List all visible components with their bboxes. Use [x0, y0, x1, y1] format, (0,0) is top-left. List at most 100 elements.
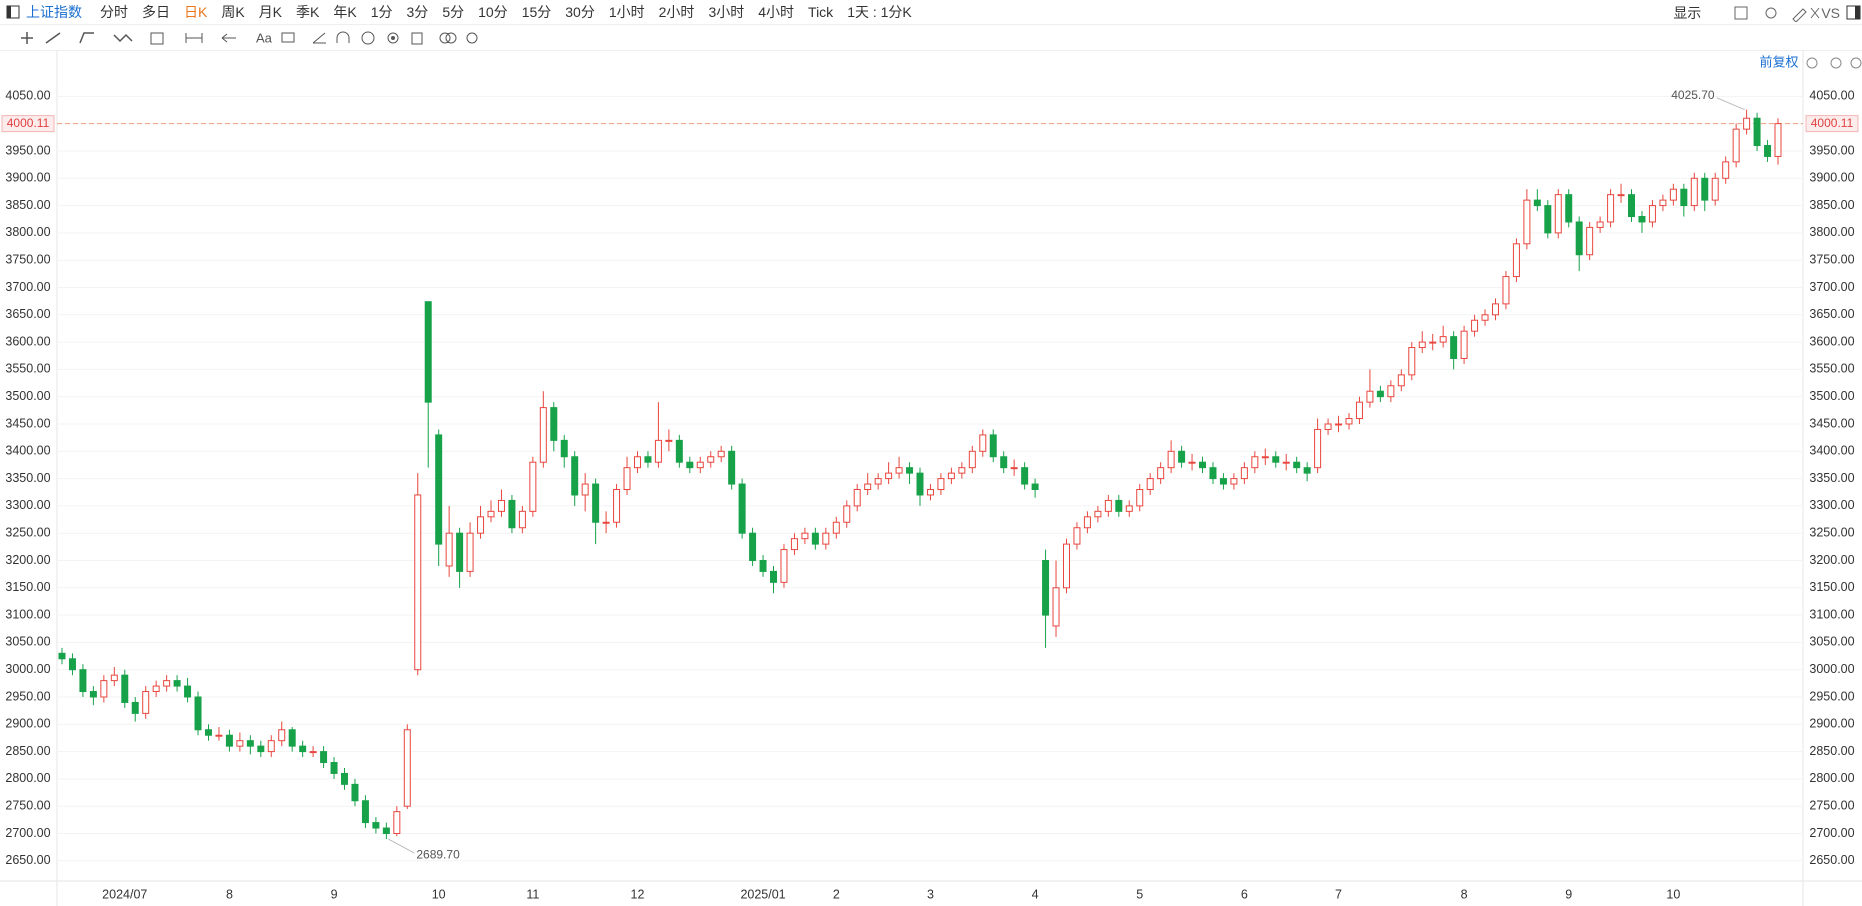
candle-body: [435, 434, 443, 545]
candle-body: [958, 467, 966, 474]
candle-body: [780, 549, 788, 583]
high-label: 4025.70: [1671, 88, 1715, 102]
candle-body: [309, 751, 317, 754]
period[interactable]: 30分: [565, 4, 595, 20]
y-tick-label: 3850.00: [5, 198, 50, 212]
candle-body: [1062, 543, 1070, 589]
y2-tick-label: 4050.00: [1809, 89, 1854, 103]
period-active[interactable]: 日K: [184, 4, 208, 20]
y-tick-label: 3800.00: [5, 225, 50, 239]
candle-body: [142, 691, 150, 714]
y-tick-label: 3700.00: [5, 280, 50, 294]
candle-body: [1272, 456, 1280, 463]
high-marker: [1716, 97, 1745, 111]
candle-body: [1178, 450, 1186, 463]
zoom-icon[interactable]: [1830, 57, 1842, 69]
drawing-tools[interactable]: Aa: [0, 25, 520, 51]
y2-tick-label: 2700.00: [1809, 826, 1854, 840]
period[interactable]: 5分: [442, 4, 465, 20]
candle-body: [424, 301, 432, 403]
x-tick-label: 2: [833, 887, 840, 901]
y2-tick-label: 3050.00: [1809, 635, 1854, 649]
candle-body: [550, 407, 558, 441]
font-tool[interactable]: Aa: [256, 30, 273, 45]
period[interactable]: 15分: [521, 4, 552, 20]
candle-body: [665, 439, 673, 442]
candle-body: [393, 811, 401, 834]
candle-body: [968, 450, 976, 469]
candle-body: [236, 740, 244, 747]
period[interactable]: 1天 : 1分K: [847, 4, 912, 20]
last-price-label: 4000.11: [7, 116, 50, 130]
candle-body: [1481, 314, 1489, 321]
y2-tick-label: 3250.00: [1809, 525, 1854, 539]
candle-body: [518, 510, 526, 529]
candle-body: [1031, 483, 1039, 491]
low-label: 2689.70: [416, 847, 460, 861]
candle-body: [173, 680, 181, 687]
y-tick-label: 3150.00: [5, 580, 50, 594]
candle-body: [1722, 161, 1730, 179]
candle-body: [1345, 418, 1353, 425]
period[interactable]: Tick: [808, 4, 834, 20]
candle-body: [121, 674, 129, 703]
period[interactable]: 4小时: [758, 4, 795, 20]
period[interactable]: 2小时: [658, 4, 695, 20]
candle-body: [299, 745, 307, 753]
period[interactable]: 周K: [221, 4, 245, 20]
y-tick-label: 3900.00: [5, 171, 50, 185]
x-tick-label: 8: [226, 887, 233, 901]
candle-body: [738, 483, 746, 534]
period[interactable]: 3分: [406, 4, 429, 20]
period[interactable]: 季K: [296, 4, 320, 20]
y2-tick-label: 3700.00: [1809, 280, 1854, 294]
vs-button[interactable]: VS: [1821, 4, 1840, 21]
y2-tick-label: 3900.00: [1809, 171, 1854, 185]
period[interactable]: 1小时: [608, 4, 645, 20]
candle-body: [508, 499, 516, 529]
panel-icon[interactable]: [1846, 5, 1862, 21]
candle-body: [1094, 510, 1102, 518]
period[interactable]: 年K: [333, 4, 357, 20]
period[interactable]: 月K: [258, 4, 283, 20]
period[interactable]: 1分: [370, 4, 393, 20]
last-price-label: 4000.11: [1811, 116, 1854, 130]
last-price-box: [1805, 115, 1859, 133]
candle-body: [895, 467, 903, 474]
zoom-icon[interactable]: [1850, 57, 1862, 69]
layout-icon[interactable]: [6, 5, 20, 19]
tool-icons[interactable]: [1731, 4, 1821, 22]
candle-body: [1230, 478, 1238, 485]
y-tick-label: 3350.00: [5, 471, 50, 485]
y2-tick-label: 3600.00: [1809, 334, 1854, 348]
y2-tick-label: 3350.00: [1809, 471, 1854, 485]
candle-body: [832, 521, 840, 534]
toolbar-right: 显示 VS: [1673, 0, 1862, 25]
candle-body: [1219, 478, 1227, 485]
candle-body: [1502, 276, 1510, 305]
candle-body: [497, 499, 505, 512]
period[interactable]: 10分: [478, 4, 508, 20]
period[interactable]: 3小时: [708, 4, 745, 20]
symbol[interactable]: 上证指数: [26, 4, 82, 20]
period[interactable]: 分时: [100, 4, 128, 20]
candle-body: [979, 434, 987, 452]
candle-body: [1460, 330, 1468, 359]
candle-body: [717, 450, 725, 458]
x-tick-label: 4: [1032, 887, 1039, 901]
y-tick-label: 3550.00: [5, 362, 50, 376]
candle-body: [1167, 450, 1175, 469]
display-menu[interactable]: 显示: [1673, 4, 1702, 21]
y2-tick-label: 2800.00: [1809, 771, 1854, 785]
candle-body: [749, 532, 757, 561]
candle-body: [843, 505, 851, 523]
zoom-icon[interactable]: [1806, 57, 1818, 69]
candle-body: [633, 456, 641, 469]
period[interactable]: 多日: [142, 4, 170, 20]
candle-body: [759, 559, 767, 572]
candle-body: [770, 570, 778, 583]
candle-body: [1136, 489, 1144, 507]
y2-tick-label: 3500.00: [1809, 389, 1854, 403]
candle-body: [414, 494, 422, 671]
